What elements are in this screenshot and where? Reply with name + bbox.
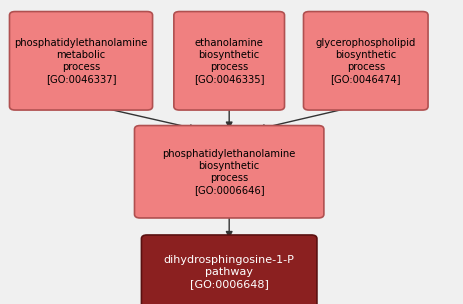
Text: phosphatidylethanolamine
biosynthetic
process
[GO:0006646]: phosphatidylethanolamine biosynthetic pr… xyxy=(163,149,296,195)
Text: dihydrosphingosine-1-P
pathway
[GO:0006648]: dihydrosphingosine-1-P pathway [GO:00066… xyxy=(164,255,294,289)
Text: ethanolamine
biosynthetic
process
[GO:0046335]: ethanolamine biosynthetic process [GO:00… xyxy=(194,38,264,84)
Text: phosphatidylethanolamine
metabolic
process
[GO:0046337]: phosphatidylethanolamine metabolic proce… xyxy=(14,38,148,84)
Text: glycerophospholipid
biosynthetic
process
[GO:0046474]: glycerophospholipid biosynthetic process… xyxy=(316,38,416,84)
FancyBboxPatch shape xyxy=(174,12,284,110)
FancyBboxPatch shape xyxy=(304,12,428,110)
FancyBboxPatch shape xyxy=(9,12,153,110)
FancyBboxPatch shape xyxy=(142,235,317,304)
FancyBboxPatch shape xyxy=(134,126,324,218)
